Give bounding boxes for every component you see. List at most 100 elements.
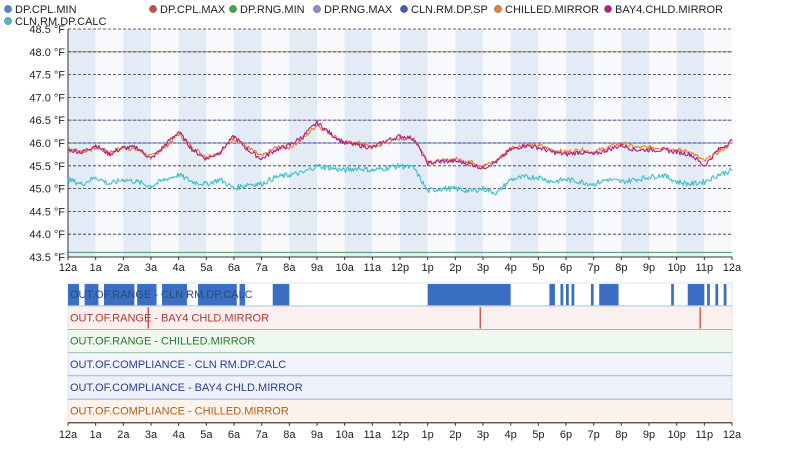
data-point [592, 153, 595, 156]
timeline-x-tick-label: 7a [256, 429, 269, 441]
legend-item-dp-rng-min[interactable]: DP.RNG.MIN [229, 4, 305, 16]
timeline-segment [549, 284, 555, 306]
timeline-row-label: OUT.OF.COMPLIANCE - BAY4 CHLD.MIRROR [70, 382, 303, 394]
y-tick-label: 44.0 °F [29, 229, 65, 241]
data-point [509, 146, 512, 149]
data-point [703, 164, 706, 167]
data-point [648, 146, 650, 149]
x-tick-label: 12a [723, 262, 742, 274]
data-point [703, 160, 706, 163]
x-tick-label: 9p [643, 262, 655, 274]
legend-item-dp-cpl-min[interactable]: DP.CPL.MIN [4, 4, 77, 16]
data-point [108, 183, 111, 185]
x-tick-label: 7a [256, 262, 269, 274]
timeline-x-tick-label: 12p [391, 429, 409, 441]
timeline-row: OUT.OF.COMPLIANCE - CHILLED.MIRROR [67, 399, 733, 424]
data-point [509, 178, 512, 181]
data-point [94, 144, 97, 147]
timeline-x-tick-label: 2a [117, 429, 130, 441]
data-point [675, 180, 678, 183]
data-point [357, 144, 360, 147]
timeline-row: OUT.OF.RANGE - CLN RM.DP.CALC [67, 282, 733, 307]
data-point [163, 144, 166, 147]
legend-item-dp-cpl-max[interactable]: DP.CPL.MAX [149, 4, 226, 16]
data-point [648, 148, 650, 151]
timeline-x-tick-label: 4p [505, 429, 517, 441]
data-point [578, 180, 581, 183]
data-point [205, 158, 208, 160]
data-point [426, 162, 429, 165]
timeline-x-tick-label: 7p [588, 429, 600, 441]
y-tick-label: 44.5 °F [29, 206, 65, 218]
data-point [163, 178, 166, 181]
y-tick-label: 46.5 °F [29, 115, 65, 127]
data-point [565, 178, 567, 181]
data-point [731, 139, 733, 142]
data-point [731, 169, 733, 172]
legend-item-bay4-chld-mirror[interactable]: BAY4.CHLD.MIRROR [604, 4, 723, 16]
legend-item-chilled-mirror[interactable]: CHILLED.MIRROR [494, 4, 599, 16]
data-point [150, 185, 152, 188]
timeline-segment [560, 284, 564, 306]
data-point [634, 148, 637, 151]
legend-item-cln-rm-dp-sp[interactable]: CLN.RM.DP.SP [400, 4, 488, 16]
data-point [440, 187, 443, 190]
data-point [717, 174, 720, 176]
timeline-x-tick-label: 3a [145, 429, 158, 441]
legend-label: DP.RNG.MIN [240, 4, 305, 16]
data-point [523, 176, 526, 179]
data-point [661, 148, 664, 151]
timeline-segment [198, 284, 237, 306]
legend[interactable]: DP.CPL.MIN DP.CPL.MAX DP.RNG.MIN DP.RNG.MAX… [4, 4, 723, 28]
x-tick-label: 1a [90, 262, 103, 274]
data-point [399, 164, 401, 167]
x-tick-label: 4a [173, 262, 186, 274]
legend-marker [494, 5, 502, 13]
x-tick-label: 4p [505, 262, 517, 274]
timeline-x-tick-label: 4a [173, 429, 186, 441]
legend-label: DP.CPL.MIN [15, 4, 77, 16]
data-point [468, 189, 471, 192]
timeline-x-tick-label: 5p [532, 429, 544, 441]
data-point [537, 176, 540, 179]
x-tick-label: 5a [200, 262, 213, 274]
legend-marker [4, 5, 12, 13]
data-point [136, 180, 139, 183]
legend-label: DP.CPL.MAX [160, 4, 226, 16]
data-point [122, 178, 125, 181]
timeline-row: OUT.OF.RANGE - BAY4 CHLD.MIRROR [67, 305, 733, 331]
timeline-x-tick-label: 9p [643, 429, 655, 441]
data-point [426, 160, 429, 163]
timeline-x-tick-label: 6p [560, 429, 572, 441]
data-point [288, 146, 291, 149]
x-tick-label: 3a [145, 262, 158, 274]
data-point [509, 148, 512, 151]
data-point [731, 142, 733, 144]
timeline-segment [103, 284, 135, 306]
data-point [67, 178, 69, 181]
data-point [67, 146, 69, 149]
data-point [412, 167, 415, 169]
timeline-segment [707, 284, 710, 306]
timeline-segment [590, 284, 594, 306]
timeline-row: OUT.OF.RANGE - CHILLED.MIRROR [67, 329, 733, 354]
data-point [260, 183, 263, 185]
legend-item-dp-rng-max[interactable]: DP.RNG.MAX [313, 4, 393, 16]
y-tick-label: 47.0 °F [29, 92, 65, 104]
legend-item-cln-rm-dp-calc[interactable]: CLN.RM.DP.CALC [4, 16, 107, 28]
timeline-segment [84, 284, 99, 306]
x-tick-label: 5p [532, 262, 544, 274]
data-point [648, 176, 650, 179]
data-point [191, 146, 194, 149]
timeline-segment [272, 284, 290, 306]
data-point [454, 187, 457, 190]
data-point [80, 183, 83, 185]
data-point [163, 146, 166, 149]
data-point [454, 160, 457, 163]
timeline-x-tick-label: 6a [228, 429, 241, 441]
timeline-row-label: OUT.OF.RANGE - BAY4 CHLD.MIRROR [70, 312, 269, 324]
legend-label: CHILLED.MIRROR [505, 4, 599, 16]
y-tick-label: 48.0 °F [29, 47, 65, 59]
data-point [67, 148, 69, 151]
